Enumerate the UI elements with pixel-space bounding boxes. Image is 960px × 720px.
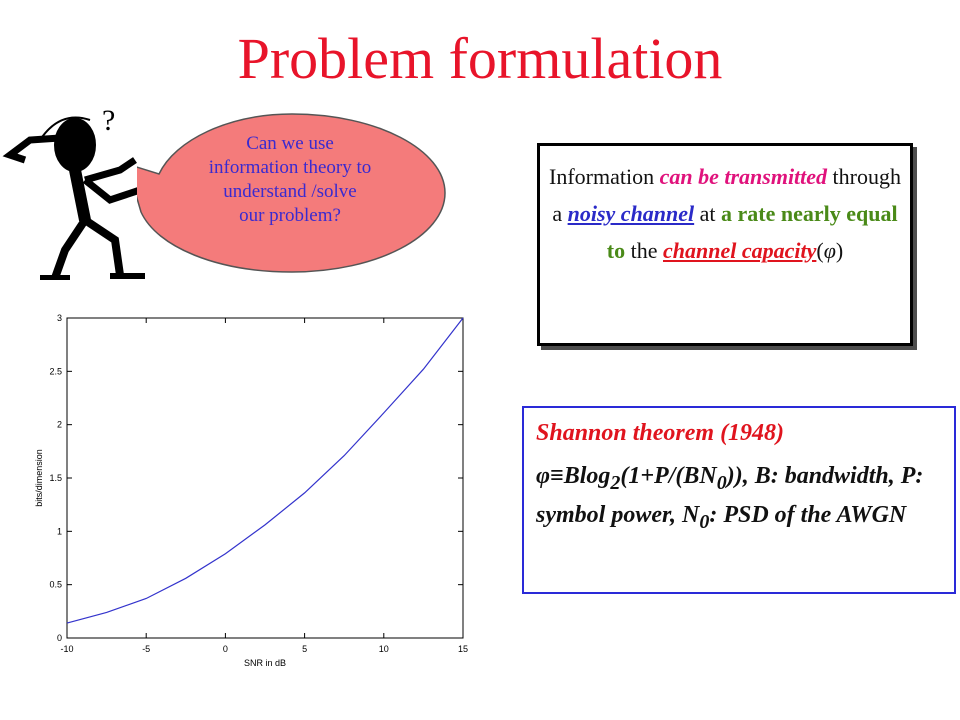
- bubble-line: Can we use: [246, 133, 334, 154]
- x-tick-label: -10: [60, 644, 73, 654]
- info-box: Information can be transmitted through a…: [537, 143, 913, 346]
- info-can-be-transmitted: can be transmitted: [659, 164, 828, 189]
- info-paren-open: (: [816, 238, 824, 263]
- formula-text: )), B: bandwidth, P: symbol power, N: [536, 463, 924, 528]
- capacity-series-line: [66, 317, 464, 624]
- info-paren-close: ): [835, 238, 844, 263]
- info-text: through a: [552, 164, 901, 226]
- speech-bubble: [137, 113, 446, 273]
- y-tick-label: 3: [57, 313, 62, 323]
- bubble-line: understand /solve: [223, 181, 357, 202]
- thinking-stick-figure: ?: [2, 104, 145, 280]
- formula-sub: 0: [716, 471, 727, 494]
- x-tick-label: 10: [379, 644, 389, 654]
- phi-symbol: φ: [823, 238, 836, 263]
- theorem-title: Shannon theorem (1948): [536, 420, 785, 446]
- theorem-formula: φ≡Blog2(1+P/(BN0)), B: bandwidth, P: sym…: [536, 460, 944, 538]
- x-tick-label: 5: [302, 644, 307, 654]
- y-tick-label: 0.5: [49, 580, 62, 590]
- formula-text: (1+P/(BN: [620, 463, 717, 489]
- y-tick-label: 1.5: [49, 473, 62, 483]
- y-tick-label: 2: [57, 420, 62, 430]
- info-channel-capacity: channel capacity: [663, 238, 817, 263]
- y-tick-label: 1: [57, 526, 62, 536]
- slide-title: Problem formulation: [237, 26, 723, 91]
- capacity-chart: -10 -5 0 5 10 15 0 0.5 1 1.5 2 2.5 3 SNR in dB bits/di…: [34, 313, 468, 668]
- x-tick-label: 15: [458, 644, 468, 654]
- formula-text: φ≡Blog: [536, 463, 611, 489]
- theorem-box: Shannon theorem (1948) φ≡Blog2(1+P/(BN0)…: [522, 406, 956, 594]
- formula-text: : PSD of the AWGN: [709, 501, 907, 528]
- formula-sub: 2: [610, 471, 621, 494]
- y-tick-label: 0: [57, 633, 62, 643]
- x-tick-label: 0: [223, 644, 228, 654]
- y-tick-label: 2.5: [49, 366, 62, 376]
- plot-frame: [66, 317, 464, 639]
- info-noisy-channel: noisy channel: [567, 201, 695, 226]
- bubble-line: information theory to: [208, 157, 372, 178]
- formula-sub: 0: [699, 510, 710, 533]
- x-axis-label: SNR in dB: [244, 658, 286, 668]
- bubble-text: Can we use information theory to underst…: [190, 132, 390, 228]
- bubble-line: our problem?: [239, 205, 341, 226]
- info-text: at: [694, 201, 722, 226]
- info-text: Information: [549, 164, 660, 189]
- y-axis-label: bits/dimension: [34, 449, 44, 507]
- x-tick-label: -5: [142, 644, 150, 654]
- info-rate: a rate nearly equal to: [606, 201, 898, 263]
- question-mark: ?: [102, 104, 115, 137]
- info-text: the: [625, 238, 663, 263]
